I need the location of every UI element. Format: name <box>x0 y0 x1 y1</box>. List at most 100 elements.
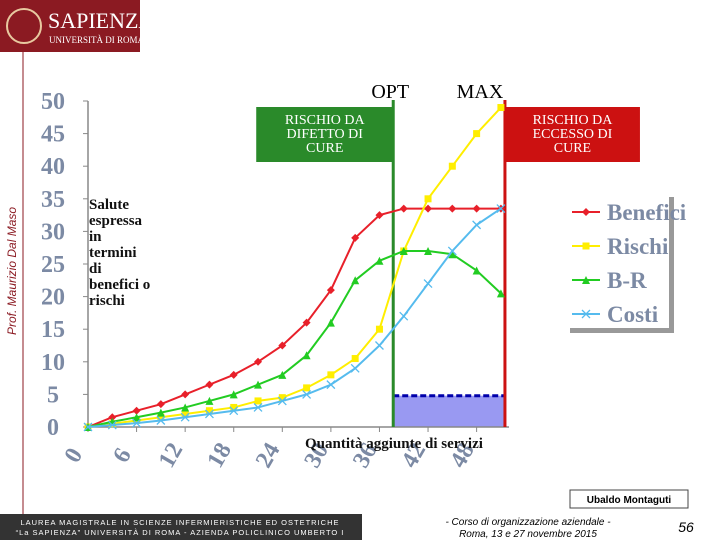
point <box>326 380 336 390</box>
x-tick-label: 0 <box>60 444 89 467</box>
legend-label: Rischi <box>607 234 669 259</box>
risk-box <box>504 107 640 162</box>
point <box>181 403 190 412</box>
point <box>423 279 433 289</box>
x-tick-label: 18 <box>202 439 237 473</box>
point <box>497 104 505 112</box>
point <box>472 266 481 275</box>
point <box>375 211 384 220</box>
y-axis-label: di <box>89 261 102 277</box>
course: - Corso di organizzazione aziendale - <box>445 517 611 528</box>
point <box>448 204 457 213</box>
point <box>302 318 311 327</box>
point <box>351 276 360 285</box>
y-tick-label: 20 <box>41 285 65 311</box>
point <box>156 408 165 417</box>
point <box>180 412 190 422</box>
point <box>205 407 213 415</box>
y-axis-label: termini <box>89 245 136 261</box>
point <box>472 204 481 213</box>
point <box>327 371 335 379</box>
footer-bar <box>0 514 362 540</box>
point <box>253 402 263 412</box>
legend-label: B-R <box>607 268 647 293</box>
point <box>582 208 590 216</box>
point <box>156 400 165 409</box>
point <box>277 396 287 406</box>
point <box>424 195 432 203</box>
course-date: Roma, 13 e 27 novembre 2015 <box>459 529 597 540</box>
point <box>229 390 238 399</box>
x-tick-label: 24 <box>251 439 286 473</box>
y-tick-label: 30 <box>41 219 65 245</box>
point <box>496 204 506 214</box>
point <box>582 242 590 250</box>
point <box>326 318 335 327</box>
point <box>496 289 505 298</box>
y-axis-label: in <box>89 229 102 245</box>
point <box>132 413 141 422</box>
point <box>156 416 166 425</box>
point <box>375 325 383 333</box>
y-axis-label: espressa <box>89 213 143 229</box>
y-tick-label: 0 <box>47 415 59 441</box>
risk-box-text: RISCHIO DA <box>285 113 366 128</box>
y-axis-label: Salute <box>89 197 129 213</box>
point <box>448 250 457 259</box>
point <box>107 420 117 430</box>
point <box>302 389 312 399</box>
point <box>350 363 360 373</box>
point <box>473 130 481 138</box>
risk-box-text: DIFETTO DI <box>287 127 364 142</box>
signature: Ubaldo Montaguti <box>587 495 672 506</box>
point <box>278 370 287 379</box>
point <box>254 397 262 405</box>
x-axis-label: Quantità aggiunte di servizi <box>305 436 483 452</box>
point <box>132 406 141 415</box>
risk-box <box>256 107 394 162</box>
point <box>254 380 263 389</box>
y-tick-label: 10 <box>41 350 65 376</box>
series-line <box>87 249 502 428</box>
logo-title: SAPIENZA <box>48 8 154 33</box>
risk-box-text: ECCESSO DI <box>533 127 613 142</box>
risk-box-text: RISCHIO DA <box>533 113 614 128</box>
y-tick-label: 35 <box>41 187 65 213</box>
point <box>351 233 360 242</box>
y-axis-label: benefici o <box>89 277 150 293</box>
y-tick-label: 15 <box>41 317 65 343</box>
point <box>278 394 286 402</box>
x-tick-label: 12 <box>154 439 189 473</box>
point <box>229 370 238 379</box>
series-line <box>87 106 502 428</box>
point <box>181 390 190 399</box>
point <box>254 357 263 366</box>
point <box>108 413 117 422</box>
point <box>181 410 189 418</box>
risk-box-text: CURE <box>554 141 591 156</box>
y-axis-label: rischi <box>89 293 125 309</box>
legend-label: Benefici <box>607 200 687 225</box>
point <box>448 162 456 170</box>
y-tick-label: 5 <box>47 382 59 408</box>
point <box>230 403 238 411</box>
program-line: “La SAPIENZA” UNIVERSITÀ DI ROMA - AZIEN… <box>16 528 345 537</box>
point <box>205 396 214 405</box>
point <box>447 246 457 256</box>
y-tick-label: 50 <box>41 89 65 115</box>
point <box>424 204 433 213</box>
logo-seal <box>6 8 42 44</box>
point <box>278 341 287 350</box>
marker-label: MAX <box>457 81 504 103</box>
point <box>157 413 165 421</box>
point <box>399 311 409 321</box>
logo-subtitle: UNIVERSITÀ DI ROMA <box>49 35 144 45</box>
author: Prof. Maurizio Dal Maso <box>5 207 19 335</box>
shaded-region <box>393 395 505 427</box>
y-tick-label: 25 <box>41 252 65 278</box>
point <box>375 256 384 265</box>
y-tick-label: 40 <box>41 154 65 180</box>
series-line <box>87 207 501 428</box>
point <box>302 351 311 360</box>
